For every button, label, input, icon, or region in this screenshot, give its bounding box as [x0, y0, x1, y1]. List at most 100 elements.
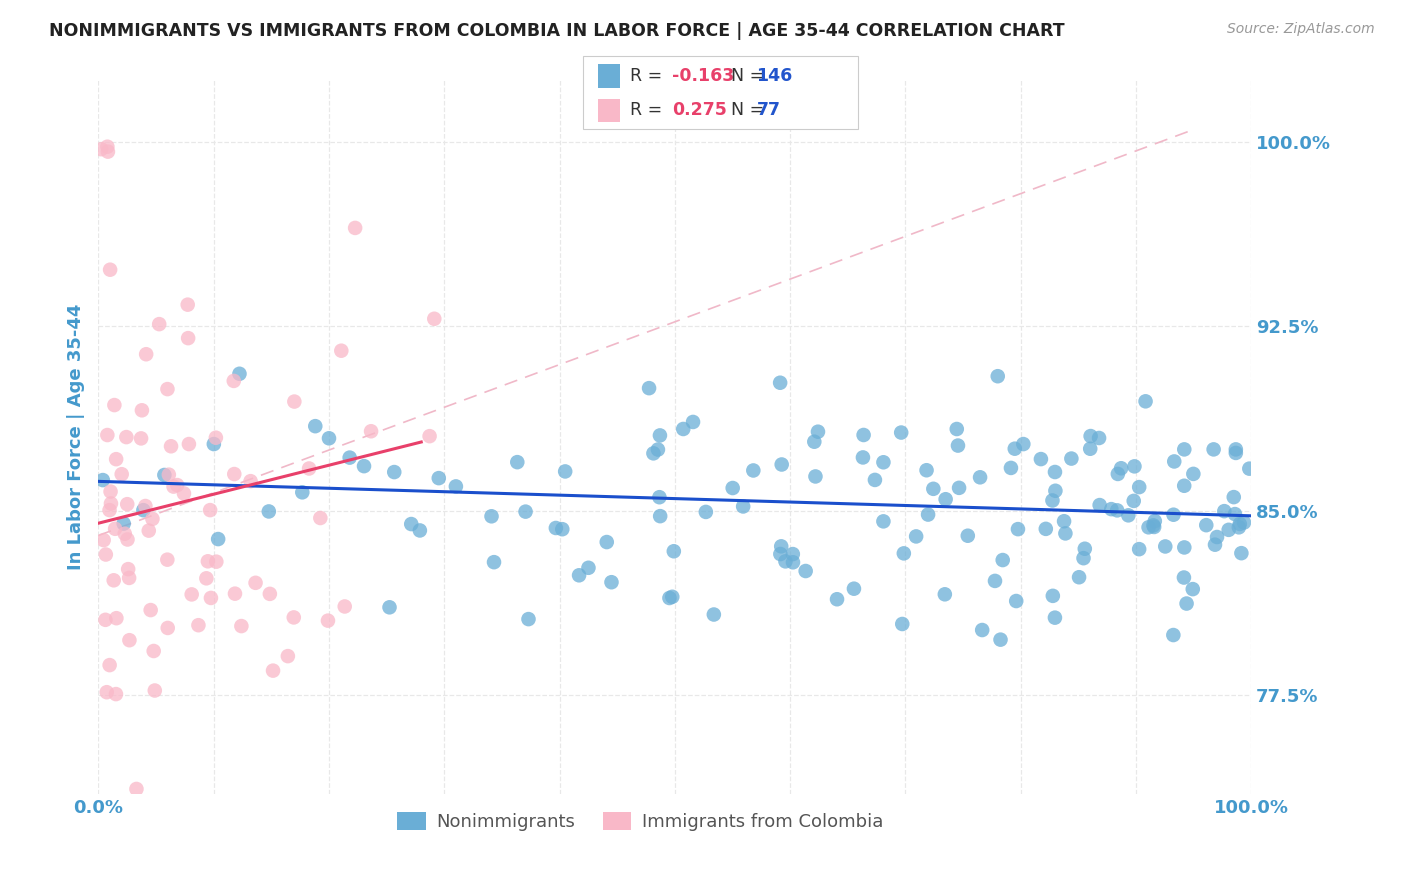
Point [143, 683, 166, 698]
Point [1154, 540, 1177, 554]
Point [333, 599, 356, 614]
Point [1218, 523, 1240, 537]
Point [948, 481, 970, 495]
Point [984, 574, 1007, 588]
Point [1042, 589, 1064, 603]
Point [515, 505, 537, 519]
Point [423, 311, 446, 326]
Point [318, 431, 340, 445]
Text: 146: 146 [756, 67, 793, 85]
Point [91, 473, 114, 487]
Point [775, 554, 797, 568]
Point [682, 415, 704, 429]
Point [658, 591, 681, 605]
Point [117, 562, 139, 576]
Point [141, 512, 163, 526]
Point [444, 479, 467, 493]
Point [650, 509, 672, 524]
Point [205, 431, 228, 445]
Point [648, 428, 671, 442]
Point [207, 532, 229, 546]
Point [96, 428, 118, 442]
Point [1225, 446, 1247, 460]
Point [399, 517, 422, 532]
Point [703, 607, 725, 622]
Point [118, 633, 141, 648]
Point [202, 437, 225, 451]
Point [1123, 459, 1146, 474]
Point [891, 617, 914, 632]
Point [222, 374, 245, 388]
Point [1233, 516, 1256, 530]
Point [156, 552, 179, 566]
Point [94, 613, 117, 627]
Point [197, 554, 219, 568]
Point [177, 331, 200, 345]
Point [769, 376, 792, 390]
Point [1239, 461, 1261, 475]
Point [990, 632, 1012, 647]
Point [118, 571, 141, 585]
Point [956, 529, 979, 543]
Point [842, 582, 865, 596]
Point [672, 422, 695, 436]
Point [905, 529, 928, 543]
Text: N =: N = [731, 102, 770, 120]
Point [1074, 541, 1097, 556]
Point [419, 429, 441, 443]
Point [1053, 514, 1076, 528]
Point [872, 514, 894, 528]
Point [134, 499, 156, 513]
Point [769, 547, 792, 561]
Point [96, 139, 118, 153]
Text: 77: 77 [756, 102, 780, 120]
Point [1054, 526, 1077, 541]
Point [139, 603, 162, 617]
Point [1107, 467, 1129, 481]
Point [177, 437, 200, 451]
Point [1227, 520, 1250, 534]
Point [863, 473, 886, 487]
Point [142, 644, 165, 658]
Point [1080, 429, 1102, 443]
Point [987, 369, 1010, 384]
Point [131, 403, 153, 417]
Point [166, 478, 188, 492]
Text: R =: R = [630, 102, 668, 120]
Point [245, 575, 267, 590]
Point [96, 685, 118, 699]
Point [231, 619, 253, 633]
Point [481, 509, 503, 524]
Point [1029, 452, 1052, 467]
Point [1005, 594, 1028, 608]
Point [945, 422, 967, 436]
Text: Source: ZipAtlas.com: Source: ZipAtlas.com [1227, 22, 1375, 37]
Point [98, 503, 121, 517]
Point [316, 614, 339, 628]
Point [1225, 442, 1247, 457]
Point [643, 446, 665, 460]
Point [662, 544, 685, 558]
Point [353, 459, 375, 474]
Point [544, 521, 567, 535]
Point [129, 431, 152, 445]
Point [1045, 483, 1067, 498]
Point [200, 591, 222, 605]
Point [195, 571, 218, 585]
Point [1230, 546, 1253, 560]
Point [1173, 479, 1195, 493]
Point [117, 533, 139, 547]
Point [1173, 442, 1195, 457]
Point [1137, 520, 1160, 534]
Point [187, 618, 209, 632]
Point [872, 455, 894, 469]
Point [132, 503, 155, 517]
Point [177, 298, 200, 312]
Point [733, 500, 755, 514]
Point [224, 467, 246, 481]
Point [259, 587, 281, 601]
Point [1204, 538, 1226, 552]
Point [1042, 493, 1064, 508]
Point [378, 600, 401, 615]
Point [382, 465, 405, 479]
